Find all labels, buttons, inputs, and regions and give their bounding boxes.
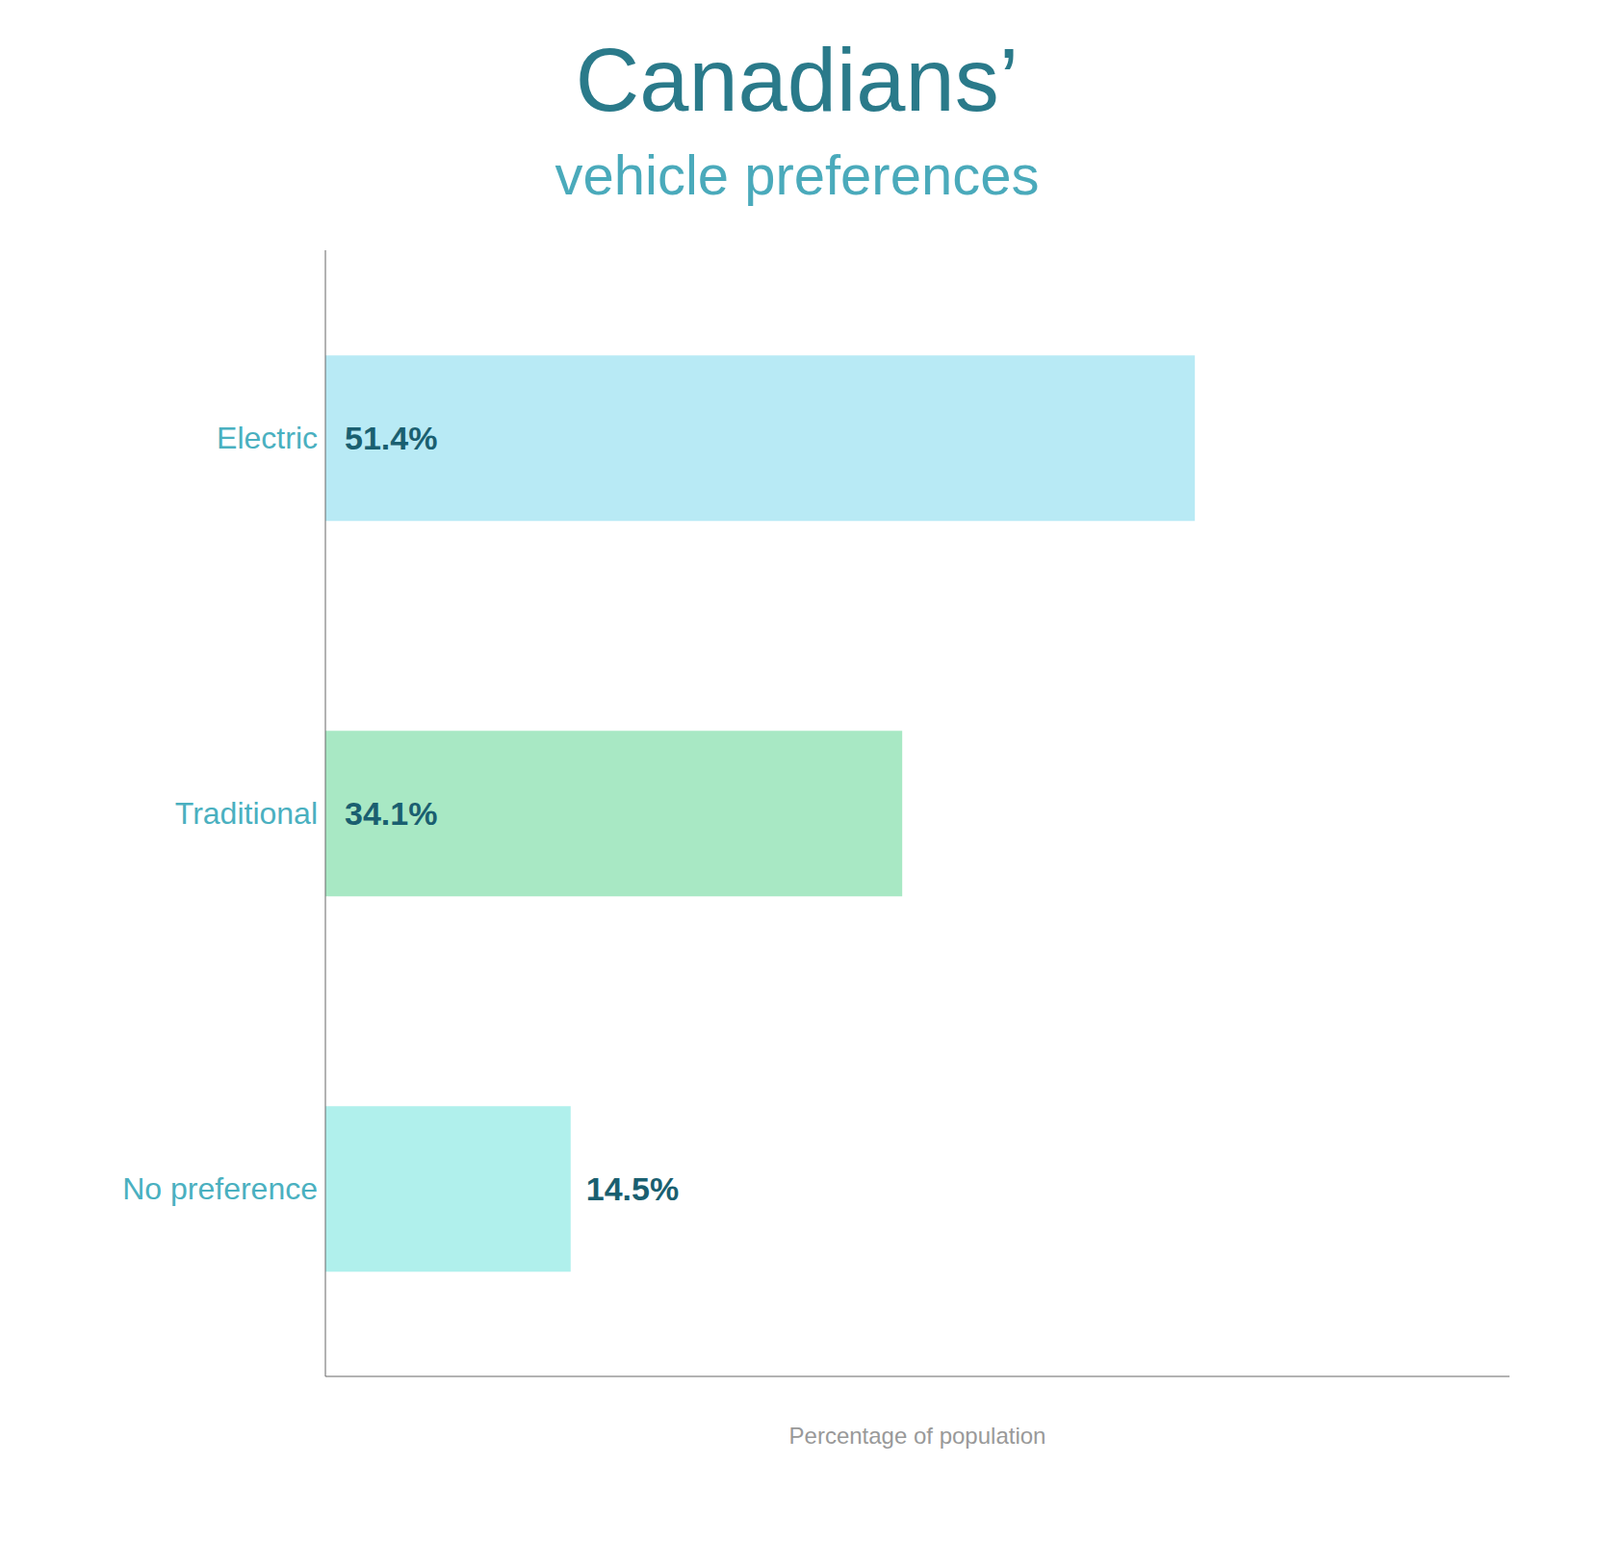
- svg-text:51.4%: 51.4%: [344, 419, 438, 457]
- html-text:vehicle preferences: vehicle preferences: [554, 143, 1040, 207]
- svg-text:No preference: No preference: [122, 1171, 318, 1207]
- svg-text:Electric: Electric: [216, 420, 318, 456]
- svg-text:Traditional: Traditional: [175, 796, 318, 831]
- svg-text:Percentage of population: Percentage of population: [789, 1422, 1047, 1449]
- html-text:Canadians’: Canadians’: [575, 30, 1019, 130]
- svg-text:14.5%: 14.5%: [586, 1170, 679, 1208]
- svg-text:34.1%: 34.1%: [344, 795, 438, 832]
